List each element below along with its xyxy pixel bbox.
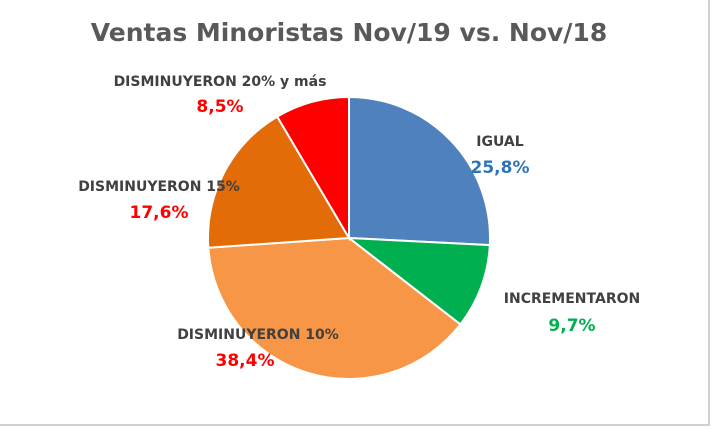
slice-category-label: DISMINUYERON 15%: [78, 179, 240, 195]
slice-category-label: DISMINUYERON 10%: [177, 327, 339, 343]
slice-value-label: 9,7%: [548, 316, 595, 336]
pie-slice-4: [275, 95, 350, 242]
pie-slice-1: [345, 236, 491, 326]
slice-value-label: 38,4%: [216, 351, 275, 371]
slice-value-label: 17,6%: [130, 203, 189, 223]
slice-category-label: DISMINUYERON 20% y más: [114, 74, 327, 90]
pie-slice-2: [207, 236, 462, 380]
slice-category-label: INCREMENTARON: [504, 291, 640, 307]
slice-value-label: 8,5%: [196, 97, 243, 117]
chart-title: Ventas Minoristas Nov/19 vs. Nov/18: [91, 18, 607, 47]
slice-category-label: IGUAL: [476, 134, 523, 150]
slice-value-label: 25,8%: [471, 158, 530, 178]
pie-slice-3: [207, 115, 351, 249]
pie-slice-0: [348, 95, 491, 247]
